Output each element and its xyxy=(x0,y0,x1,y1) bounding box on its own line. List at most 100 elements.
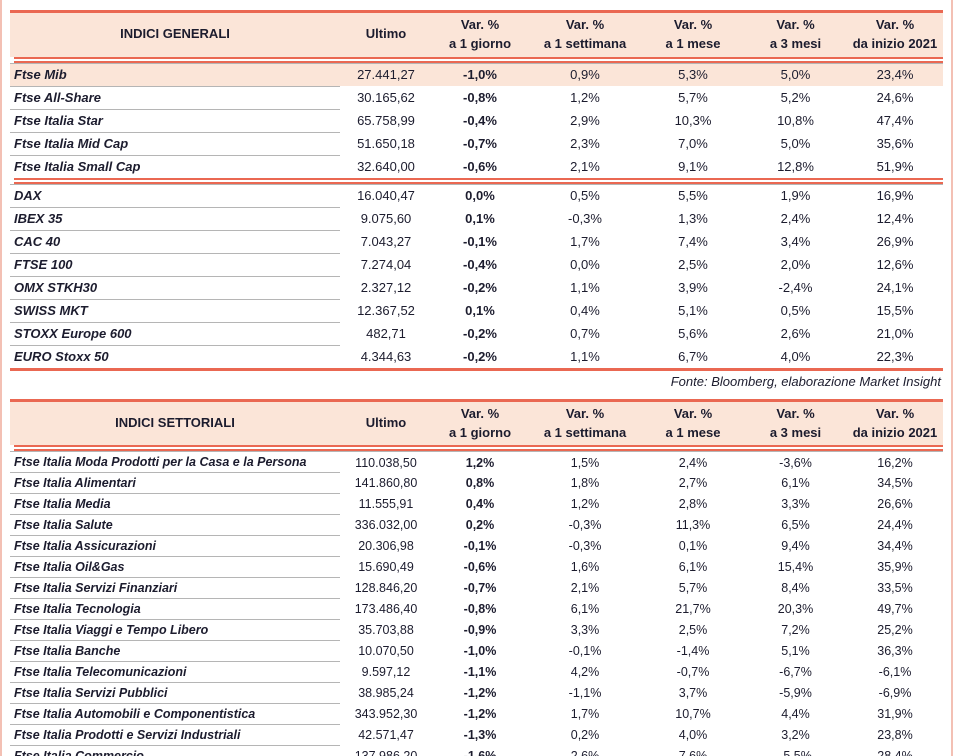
index-name-cell: OMX STKH30 xyxy=(10,276,340,300)
ultimo-cell: 173.486,40 xyxy=(354,602,418,617)
ultimo-cell: 7.043,27 xyxy=(360,234,412,250)
index-name-cell: Ftse Italia Mid Cap xyxy=(10,132,340,156)
general-table-header: INDICI GENERALI Ultimo Var. % a 1 giorno… xyxy=(10,9,943,57)
var-ytd-cell: 24,6% xyxy=(876,90,914,106)
column-header-var-1w: Var. % a 1 settimana xyxy=(528,9,642,57)
var-1m-cell: 7,0% xyxy=(678,136,708,152)
index-name-cell: Ftse Italia Tecnologia xyxy=(10,598,340,621)
table-row: Ftse Italia Banche 10.070,50 -1,0% -0,1% -1,… xyxy=(10,640,943,663)
column-header-period-label: da inizio 2021 xyxy=(852,424,938,440)
index-name-cell: Ftse Italia Media xyxy=(10,493,340,516)
source-note: Fonte: Bloomberg, elaborazione Market In… xyxy=(670,373,941,389)
var-1d-cell: -1,3% xyxy=(463,728,497,743)
table-row: EURO Stoxx 50 4.344,63 -0,2% 1,1% 6,7% 4,0% 22… xyxy=(10,345,943,368)
var-ytd-cell: -6,1% xyxy=(878,665,912,680)
var-3m-cell: 0,5% xyxy=(780,303,811,319)
double-rule-separator xyxy=(10,445,943,453)
var-1d-cell: 0,1% xyxy=(465,211,495,227)
index-name-cell: SWISS MKT xyxy=(10,299,340,323)
ultimo-cell: 12.367,52 xyxy=(357,303,415,319)
var-1d-cell: -1,2% xyxy=(463,707,497,722)
var-1w-cell: -0,1% xyxy=(568,644,602,659)
table-row: OMX STKH30 2.327,12 -0,2% 1,1% 3,9% -2,4% 24,1… xyxy=(10,276,943,300)
var-1w-cell: -0,3% xyxy=(568,211,602,227)
general-table-title: INDICI GENERALI xyxy=(10,9,340,57)
var-1w-cell: 2,9% xyxy=(570,113,600,129)
var-1d-cell: -1,6% xyxy=(432,746,528,756)
var-1d-cell: -0,7% xyxy=(463,581,497,596)
column-header-period-label: a 3 mesi xyxy=(769,35,822,51)
var-3m-cell: 15,4% xyxy=(777,560,814,575)
table-row: SWISS MKT 12.367,52 0,1% 0,4% 5,1% 0,5% 15,5% xyxy=(10,299,943,323)
var-1m-cell: 5,5% xyxy=(678,188,708,204)
index-name-cell: STOXX Europe 600 xyxy=(10,322,340,346)
ultimo-cell: 16.040,47 xyxy=(357,188,415,204)
column-header-var-1m: Var. % a 1 mese xyxy=(642,9,744,57)
var-1m-cell: 2,7% xyxy=(678,476,708,491)
var-3m-cell: 1,9% xyxy=(780,188,811,204)
table-row: Ftse Italia Commercio137.986,20-1,6%2,6%… xyxy=(10,745,943,756)
ultimo-cell: 15.690,49 xyxy=(358,560,414,575)
var-1d-cell: 0,0% xyxy=(465,188,495,204)
column-header-var-label: Var. % xyxy=(460,17,500,32)
var-ytd-cell: 51,9% xyxy=(876,158,914,174)
var-1m-cell: 5,7% xyxy=(678,581,708,596)
index-name-cell: Ftse All-Share xyxy=(10,86,340,110)
ultimo-cell: 7.274,04 xyxy=(360,257,412,273)
index-name-cell: Ftse Italia Star xyxy=(10,109,340,133)
table-row: Ftse Italia Star 65.758,99 -0,4% 2,9% 10,3% 1… xyxy=(10,109,943,133)
var-ytd-cell: 12,4% xyxy=(876,211,914,227)
var-1d-cell: -1,1% xyxy=(463,665,497,680)
var-1m-cell: 2,4% xyxy=(678,455,708,470)
column-header-var-label: Var. % xyxy=(460,405,500,421)
var-1w-cell: 6,1% xyxy=(570,602,600,617)
var-ytd-cell: 36,3% xyxy=(877,644,913,659)
index-name-cell: EURO Stoxx 50 xyxy=(14,349,109,365)
var-1w-cell: 2,1% xyxy=(570,581,600,596)
var-1w-cell: 2,6% xyxy=(528,746,642,756)
var-1m-cell: 10,7% xyxy=(675,707,711,722)
var-1w-cell: 1,2% xyxy=(570,497,600,512)
var-1w-cell: 0,9% xyxy=(528,63,642,87)
var-ytd-cell: 12,6% xyxy=(876,257,914,273)
double-rule xyxy=(14,445,943,451)
column-header-var-1m: Var. % a 1 mese xyxy=(642,398,744,446)
var-3m-cell: 7,2% xyxy=(781,623,810,638)
var-ytd-cell: 24,1% xyxy=(876,280,914,296)
index-name-cell: FTSE 100 xyxy=(10,253,340,277)
var-ytd-cell: 24,4% xyxy=(877,518,913,533)
var-ytd-cell: 16,2% xyxy=(877,455,913,470)
column-header-var-label: Var. % xyxy=(776,17,815,32)
table-row: Ftse Italia Media 11.555,91 0,4% 1,2% 2,8% 3,… xyxy=(10,493,943,516)
var-1w-cell: 2,1% xyxy=(570,158,600,174)
ultimo-cell: 4.344,63 xyxy=(360,348,412,364)
var-3m-cell: 2,4% xyxy=(780,211,811,227)
column-header-var-label: Var. % xyxy=(776,405,815,421)
var-ytd-cell: 15,5% xyxy=(876,303,914,319)
var-1m-cell: 5,6% xyxy=(678,326,708,342)
index-name-cell: Ftse Italia Servizi Finanziari xyxy=(10,577,340,600)
var-ytd-cell: 25,2% xyxy=(877,623,913,638)
table-row: Ftse Italia Servizi Pubblici 38.985,24 -1,… xyxy=(10,682,943,705)
var-3m-cell: 6,5% xyxy=(781,518,810,533)
var-1w-cell: 0,2% xyxy=(570,728,600,743)
ultimo-cell: 141.860,80 xyxy=(354,476,418,491)
var-1m-cell: 5,1% xyxy=(678,303,708,319)
var-ytd-cell: -6,9% xyxy=(878,686,912,701)
index-name-cell: DAX xyxy=(10,184,340,208)
ultimo-cell: 9.597,12 xyxy=(361,665,411,680)
var-3m-cell: 5,2% xyxy=(780,90,811,106)
double-rule xyxy=(14,56,943,63)
var-1m-cell: 3,9% xyxy=(678,280,708,296)
var-1d-cell: -0,7% xyxy=(463,136,497,152)
var-1m-cell: -1,4% xyxy=(676,644,710,659)
var-1d-cell: -0,2% xyxy=(463,280,497,296)
var-1m-cell: 2,5% xyxy=(678,257,708,273)
var-1w-cell: 1,1% xyxy=(570,280,600,296)
table-row: Ftse Mib 27.441,27 -1,0% 0,9% 5,3% 5,0% 23,4% xyxy=(10,63,943,87)
index-name-cell: Ftse Italia Commercio xyxy=(10,745,340,756)
var-3m-cell: 10,8% xyxy=(777,113,814,129)
var-1d-cell: -0,1% xyxy=(463,234,497,250)
var-1d-cell: 0,2% xyxy=(465,518,495,533)
